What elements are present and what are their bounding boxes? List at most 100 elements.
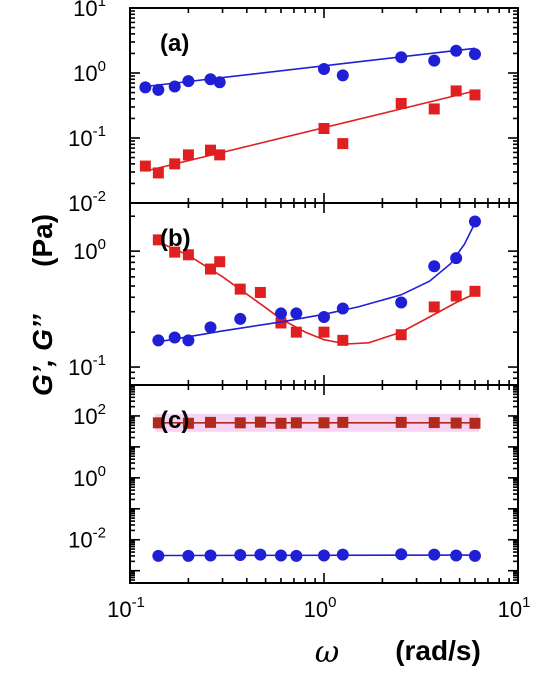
x-tick-label: 10-1 xyxy=(107,594,145,622)
data-point xyxy=(450,252,463,265)
data-point xyxy=(428,103,440,115)
y-tick-labels: 10-2 100 102 xyxy=(68,401,106,553)
data-point xyxy=(395,97,407,109)
circle-series xyxy=(139,44,481,96)
data-point xyxy=(395,548,408,561)
data-point xyxy=(450,549,463,562)
circle-series xyxy=(152,548,481,562)
data-point xyxy=(274,549,287,562)
data-point xyxy=(428,548,441,561)
data-point xyxy=(468,549,481,562)
data-point xyxy=(336,548,349,561)
y-tick-labels: 10-2 10-1 100 101 xyxy=(68,0,106,216)
data-point xyxy=(469,89,481,101)
panel-label: (c) xyxy=(160,407,189,434)
x-tick-labels: 10-1 100 101 xyxy=(107,594,530,622)
data-point xyxy=(139,160,151,172)
data-point xyxy=(214,149,226,161)
square-series xyxy=(152,234,481,346)
data-point xyxy=(274,307,287,320)
y-tick-label: 10-2 xyxy=(68,525,106,553)
data-point xyxy=(395,296,408,309)
data-point xyxy=(204,73,217,86)
data-point xyxy=(234,549,247,562)
data-point xyxy=(234,417,246,429)
data-point xyxy=(469,285,481,297)
panel-label: (a) xyxy=(160,30,189,57)
data-point xyxy=(169,158,181,170)
data-point xyxy=(234,312,247,325)
square-series xyxy=(152,416,481,429)
data-point xyxy=(169,246,181,258)
data-point xyxy=(204,321,217,334)
data-point xyxy=(450,44,463,57)
data-point xyxy=(337,334,349,346)
data-point xyxy=(428,260,441,273)
x-axis-title-symbol: ω xyxy=(315,635,339,670)
y-axis-title: G’, G’’ (Pa) xyxy=(27,214,58,396)
fit-line xyxy=(145,90,476,172)
x-tick-label: 100 xyxy=(304,594,337,622)
x-axis-title-unit: (rad/s) xyxy=(395,635,481,666)
data-point xyxy=(318,311,330,324)
data-point xyxy=(318,123,330,135)
y-tick-label: 10-2 xyxy=(68,188,106,216)
data-point xyxy=(337,138,349,150)
circle-series xyxy=(152,215,481,347)
data-point xyxy=(336,69,349,82)
data-point xyxy=(318,63,330,76)
panel-3: 10-2 100 102 10-1 100 101 (c) xyxy=(68,384,530,622)
data-point xyxy=(469,417,481,429)
data-point xyxy=(395,416,407,428)
data-point xyxy=(254,548,267,561)
data-point xyxy=(214,256,226,268)
data-point xyxy=(182,75,195,88)
data-point xyxy=(152,417,164,429)
panel-2: 10-1 100 (b) xyxy=(68,202,519,386)
data-point xyxy=(395,329,407,341)
data-point xyxy=(275,317,287,329)
data-point xyxy=(152,549,165,562)
y-tick-label: 100 xyxy=(73,463,106,491)
data-point xyxy=(182,549,195,562)
data-point xyxy=(213,76,226,89)
data-point xyxy=(468,48,481,61)
y-axis-title-symbol: G’, G’’ xyxy=(27,313,58,396)
data-point xyxy=(205,144,217,156)
data-point xyxy=(168,331,181,344)
plot-frame xyxy=(129,384,519,584)
data-point xyxy=(205,263,217,275)
data-point xyxy=(182,334,195,347)
y-axis-title-unit: (Pa) xyxy=(27,214,58,267)
data-point xyxy=(428,301,440,313)
panel-1: 10-2 10-1 100 101 (a) xyxy=(68,0,519,216)
data-point xyxy=(337,416,349,428)
y-tick-label: 102 xyxy=(73,401,106,429)
data-point xyxy=(139,81,152,94)
data-point xyxy=(182,249,194,261)
fit-line xyxy=(157,241,476,345)
x-tick-label: 101 xyxy=(498,594,531,622)
y-tick-label: 100 xyxy=(73,236,106,264)
data-point xyxy=(428,417,440,429)
data-point xyxy=(450,290,462,302)
data-point xyxy=(152,234,164,246)
data-point xyxy=(428,54,441,67)
data-point xyxy=(450,85,462,97)
data-point xyxy=(152,83,165,96)
data-point xyxy=(168,80,181,93)
y-tick-label: 10-1 xyxy=(68,352,106,380)
data-point xyxy=(290,307,303,320)
data-point xyxy=(395,51,408,64)
data-point xyxy=(450,417,462,429)
data-point xyxy=(318,326,330,338)
data-point xyxy=(318,417,330,429)
panel-label: (b) xyxy=(160,225,191,252)
y-tick-label: 10-1 xyxy=(68,123,106,151)
data-point xyxy=(468,215,481,228)
square-series xyxy=(139,85,481,179)
data-point xyxy=(152,167,164,179)
data-point xyxy=(204,549,217,562)
y-tick-label: 100 xyxy=(73,58,106,86)
